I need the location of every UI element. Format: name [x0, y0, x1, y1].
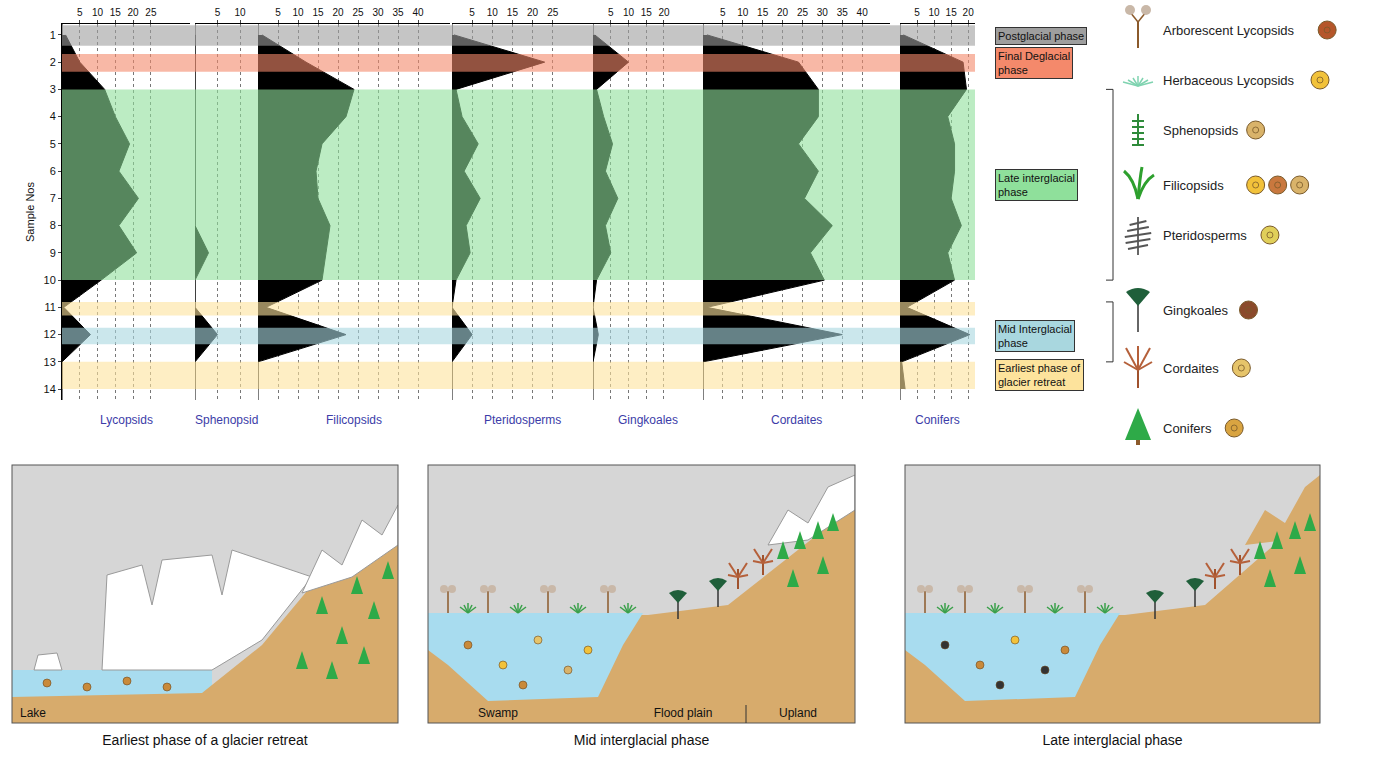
svg-text:Late interglacial phase: Late interglacial phase: [1042, 732, 1182, 748]
svg-text:20: 20: [332, 7, 344, 18]
svg-text:40: 40: [412, 7, 424, 18]
svg-text:35: 35: [837, 7, 849, 18]
svg-text:10: 10: [44, 274, 56, 286]
svg-text:Mid Interglacialphase: Mid Interglacialphase: [998, 323, 1072, 349]
svg-text:8: 8: [50, 219, 56, 231]
svg-text:Swamp: Swamp: [478, 706, 518, 720]
svg-text:Earliest phase of a glacier re: Earliest phase of a glacier retreat: [102, 732, 308, 748]
svg-text:Conifers: Conifers: [915, 413, 960, 427]
svg-text:30: 30: [372, 7, 384, 18]
svg-text:10: 10: [234, 7, 246, 18]
svg-text:Sphenopsids: Sphenopsids: [1163, 123, 1239, 138]
svg-text:30: 30: [817, 7, 829, 18]
svg-text:40: 40: [857, 7, 869, 18]
svg-text:15: 15: [507, 7, 519, 18]
svg-text:5: 5: [50, 138, 56, 150]
svg-text:25: 25: [547, 7, 559, 18]
svg-text:15: 15: [312, 7, 324, 18]
svg-text:Upland: Upland: [779, 706, 817, 720]
svg-text:5: 5: [77, 7, 83, 18]
svg-text:Sphenopsid: Sphenopsid: [195, 413, 258, 427]
svg-text:20: 20: [527, 7, 539, 18]
svg-text:10: 10: [737, 7, 749, 18]
svg-text:3: 3: [50, 83, 56, 95]
svg-text:10: 10: [487, 7, 499, 18]
svg-text:5: 5: [215, 7, 221, 18]
svg-text:Earliest phase ofglacier retre: Earliest phase ofglacier retreat: [998, 362, 1081, 388]
svg-text:1: 1: [50, 29, 56, 41]
svg-text:20: 20: [128, 7, 140, 18]
svg-text:Mid interglacial phase: Mid interglacial phase: [574, 732, 710, 748]
svg-text:Flood plain: Flood plain: [654, 706, 713, 720]
svg-text:2: 2: [50, 56, 56, 68]
svg-text:13: 13: [44, 356, 56, 368]
svg-text:Postglacial phase: Postglacial phase: [998, 30, 1084, 42]
svg-text:Cordaites: Cordaites: [1163, 361, 1219, 376]
svg-text:25: 25: [145, 7, 157, 18]
svg-text:Final Deglacialphase: Final Deglacialphase: [998, 50, 1070, 76]
svg-text:5: 5: [275, 7, 281, 18]
svg-text:5: 5: [608, 7, 614, 18]
svg-text:Gingkoales: Gingkoales: [618, 413, 678, 427]
svg-text:25: 25: [797, 7, 809, 18]
svg-text:10: 10: [929, 7, 941, 18]
svg-text:10: 10: [92, 7, 104, 18]
svg-text:Lycopsids: Lycopsids: [100, 413, 153, 427]
svg-text:Pteridosperms: Pteridosperms: [1163, 228, 1247, 243]
svg-text:20: 20: [658, 7, 670, 18]
svg-text:14: 14: [44, 383, 56, 395]
svg-text:Arborescent Lycopsids: Arborescent Lycopsids: [1163, 23, 1295, 38]
svg-text:Sample Nos: Sample Nos: [24, 182, 36, 242]
svg-text:5: 5: [469, 7, 475, 18]
svg-text:Gingkoales: Gingkoales: [1163, 303, 1229, 318]
svg-text:Pteridosperms: Pteridosperms: [484, 413, 561, 427]
svg-text:25: 25: [352, 7, 364, 18]
svg-text:11: 11: [44, 301, 55, 313]
svg-text:Lake: Lake: [20, 706, 46, 720]
svg-text:Herbaceous Lycopsids: Herbaceous Lycopsids: [1163, 73, 1295, 88]
svg-text:35: 35: [392, 7, 404, 18]
svg-text:15: 15: [110, 7, 122, 18]
svg-text:12: 12: [44, 328, 56, 340]
svg-text:20: 20: [777, 7, 789, 18]
svg-text:Conifers: Conifers: [1163, 421, 1212, 436]
svg-text:Late interglacialphase: Late interglacialphase: [998, 172, 1075, 198]
svg-text:5: 5: [914, 7, 920, 18]
svg-text:4: 4: [50, 110, 56, 122]
svg-text:Cordaites: Cordaites: [771, 413, 822, 427]
svg-text:15: 15: [946, 7, 958, 18]
svg-text:20: 20: [963, 7, 975, 18]
svg-text:10: 10: [292, 7, 304, 18]
svg-text:Filicopsids: Filicopsids: [1163, 178, 1224, 193]
svg-text:10: 10: [623, 7, 635, 18]
svg-text:15: 15: [757, 7, 769, 18]
svg-text:15: 15: [641, 7, 653, 18]
svg-text:Filicopsids: Filicopsids: [326, 413, 382, 427]
svg-text:5: 5: [720, 7, 726, 18]
svg-text:6: 6: [50, 165, 56, 177]
svg-text:9: 9: [50, 247, 56, 259]
svg-text:7: 7: [50, 192, 56, 204]
